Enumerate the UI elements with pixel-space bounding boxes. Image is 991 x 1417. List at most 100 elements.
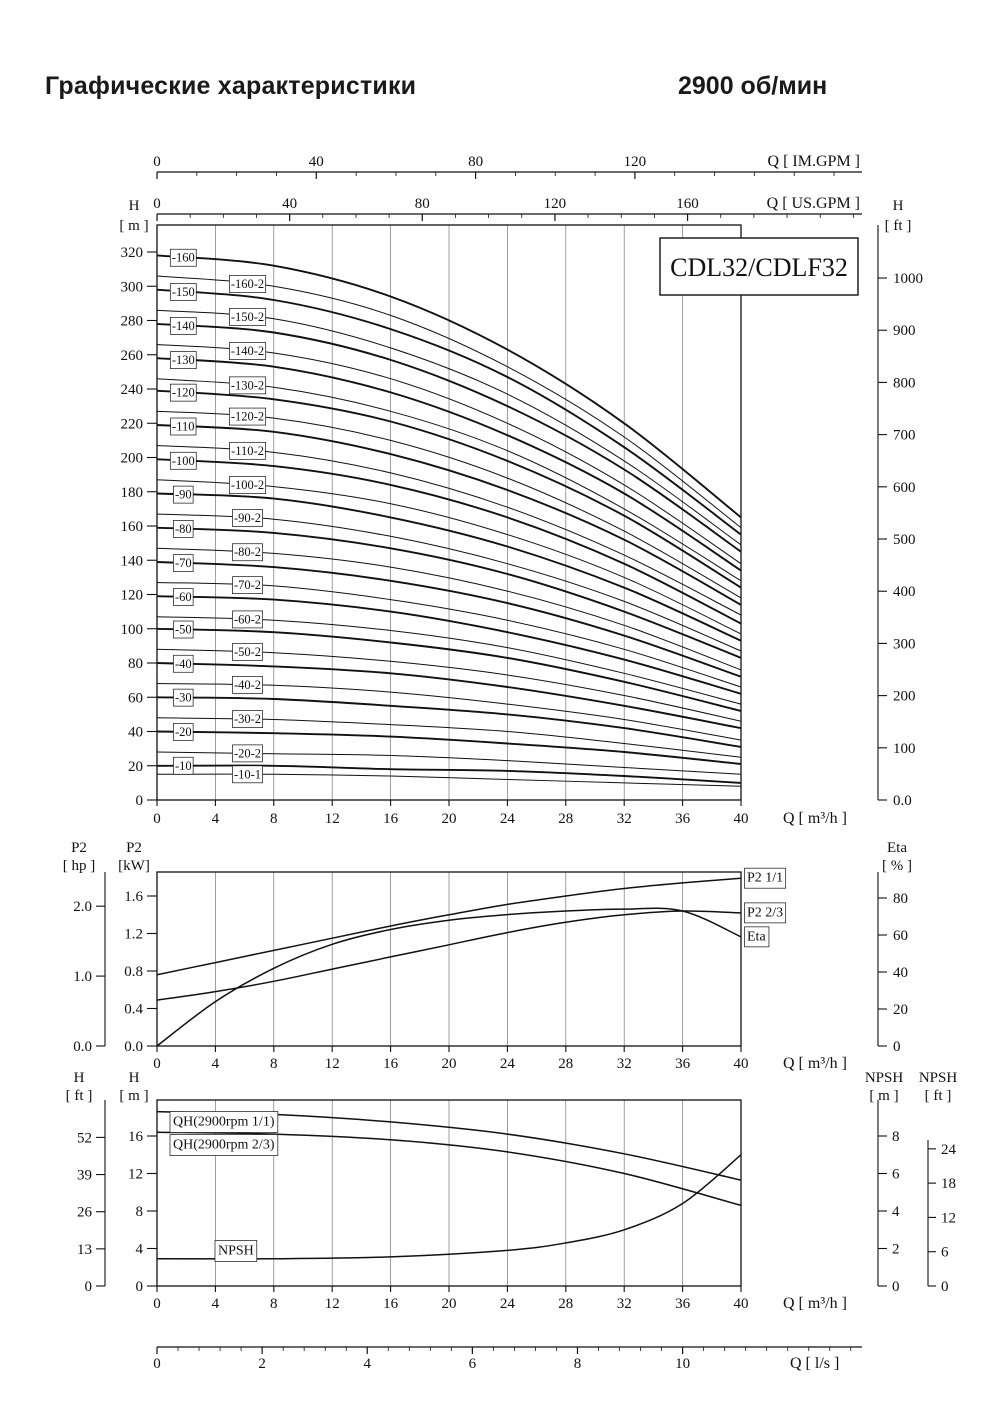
curve-label-110-box — [170, 417, 197, 436]
p2-hp-axis-title: P2 — [71, 840, 87, 856]
curve-60 — [157, 595, 741, 695]
curve-label-10-1-box — [232, 765, 263, 784]
h-m-tick-label: 180 — [121, 485, 144, 501]
h-ft-tick-label: 200 — [893, 689, 916, 705]
ls-tick-label: 0 — [153, 1356, 161, 1372]
h-ft-tick-label: 100 — [893, 741, 916, 757]
q-tick-label: 16 — [383, 1056, 399, 1072]
curve-label-110-2: -110-2 — [231, 444, 264, 458]
curve-90 — [157, 492, 741, 642]
h-ft-tick-label: 500 — [893, 532, 916, 548]
ls-tick-label: 10 — [675, 1356, 690, 1372]
curve-120 — [157, 389, 741, 589]
curve-label-70-2-box — [232, 576, 263, 595]
curve-140 — [157, 322, 741, 553]
curve-label-30-2-box — [232, 710, 263, 728]
h-m-tick-label: 240 — [121, 382, 144, 398]
curve-Eta — [157, 907, 741, 1046]
curve-label-20-box — [173, 723, 194, 741]
us-gpm-tick-label: 80 — [415, 196, 430, 212]
npsh-m-axis-unit: [ m ] — [869, 1088, 898, 1104]
h-ft-axis-title: H — [893, 198, 904, 214]
npsh-ft-tick-label: 0 — [941, 1279, 949, 1295]
curve-label-150: -150 — [172, 285, 195, 299]
p2-hp-tick-label: 2.0 — [73, 899, 92, 915]
curve-50 — [157, 627, 741, 712]
curve-label-50-2: -50-2 — [234, 645, 261, 659]
q-tick-label: 0 — [153, 1056, 161, 1072]
curve-150-2 — [157, 309, 741, 546]
h-m-tick-label: 280 — [121, 314, 144, 330]
h-m-tick-label: 220 — [121, 416, 144, 432]
q-axis-label: Q [ m³/h ] — [783, 1055, 847, 1072]
curve-label-120-box — [169, 383, 197, 402]
curve-label-P2 1/1: P2 1/1 — [747, 871, 783, 886]
eta-tick-label: 60 — [893, 928, 908, 944]
npsh-ft-tick-label: 12 — [941, 1210, 956, 1226]
curve-label-120: -120 — [172, 386, 195, 400]
curve-label-90-2-box — [232, 509, 263, 527]
h-m-tick-label: 40 — [128, 725, 143, 741]
p2-kw-tick-label: 1.6 — [124, 889, 143, 905]
h-m-tick-label: 160 — [121, 519, 144, 535]
ls-tick-label: 4 — [363, 1356, 371, 1372]
curve-160-2 — [157, 275, 741, 529]
curve-130 — [157, 357, 741, 572]
curve-label-qh-1-1-box — [169, 1111, 279, 1133]
curve-label-60: -60 — [175, 590, 192, 604]
curve-label-30: -30 — [175, 691, 192, 705]
curve-label-100: -100 — [172, 454, 195, 468]
q-tick-label: 0 — [153, 811, 161, 827]
npsh-ft-tick-label: 18 — [941, 1176, 956, 1192]
h-m-tick-label: 320 — [121, 245, 144, 261]
curve-label-160: -160 — [172, 251, 195, 265]
q-tick-label: 4 — [212, 1056, 220, 1072]
curve-label-130-2: -130-2 — [231, 378, 264, 392]
h-ft-axis-unit: [ ft ] — [885, 218, 912, 234]
curve-label-60-2-box — [232, 610, 263, 629]
q-tick-label: 28 — [558, 1056, 573, 1072]
curve-QH(2900rpm 2/3) — [157, 1131, 741, 1207]
q-tick-label: 28 — [558, 1296, 573, 1312]
curve-label-80-2: -80-2 — [234, 545, 261, 559]
h-ft2-tick-label: 52 — [77, 1130, 92, 1146]
h-m2-tick-label: 12 — [128, 1167, 143, 1183]
curve-label-130: -130 — [172, 353, 195, 367]
curve-label-P2 2/3-box — [744, 902, 787, 924]
h-ft-tick-label: 900 — [893, 323, 916, 339]
h-m-tick-label: 20 — [128, 759, 143, 775]
p2-hp-tick-label: 0.0 — [73, 1039, 92, 1055]
curve-label-100-2: -100-2 — [231, 478, 264, 492]
h-m2-axis-unit: [ m ] — [119, 1088, 148, 1104]
h-m-tick-label: 260 — [121, 348, 144, 364]
curve-label-10: -10 — [175, 759, 192, 773]
q-tick-label: 24 — [500, 1296, 516, 1312]
npsh-ft-tick-label: 6 — [941, 1245, 949, 1261]
h-ft2-axis-title: H — [74, 1070, 85, 1086]
curve-80-2 — [157, 547, 741, 671]
curve-label-90-2: -90-2 — [234, 511, 261, 525]
h-ft2-axis-unit: [ ft ] — [66, 1088, 93, 1104]
im-gpm-tick-label: 0 — [153, 154, 161, 170]
curve-130-2 — [157, 378, 741, 582]
curve-label-70-box — [173, 554, 194, 572]
q-tick-label: 20 — [442, 811, 457, 827]
curve-80 — [157, 526, 741, 659]
npsh-m-axis-title: NPSH — [865, 1070, 904, 1086]
q-tick-label: 32 — [617, 811, 632, 827]
curve-label-npsh: NPSH — [218, 1244, 254, 1259]
h-ft-tick-label: 400 — [893, 584, 916, 600]
ls-axis-label: Q [ l/s ] — [790, 1355, 839, 1372]
curve-label-80-2-box — [232, 543, 263, 562]
ls-tick-label: 8 — [574, 1356, 582, 1372]
q-tick-label: 12 — [325, 1056, 340, 1072]
h-m2-tick-label: 8 — [136, 1204, 144, 1220]
eta-tick-label: 0 — [893, 1039, 901, 1055]
h-m-tick-label: 120 — [121, 588, 144, 604]
curve-label-P2 1/1-box — [744, 867, 787, 889]
p2-kw-tick-label: 0.0 — [124, 1039, 143, 1055]
curve-label-50-2-box — [232, 643, 263, 661]
curve-label-60-box — [173, 588, 194, 606]
curve-label-90: -90 — [175, 488, 192, 502]
